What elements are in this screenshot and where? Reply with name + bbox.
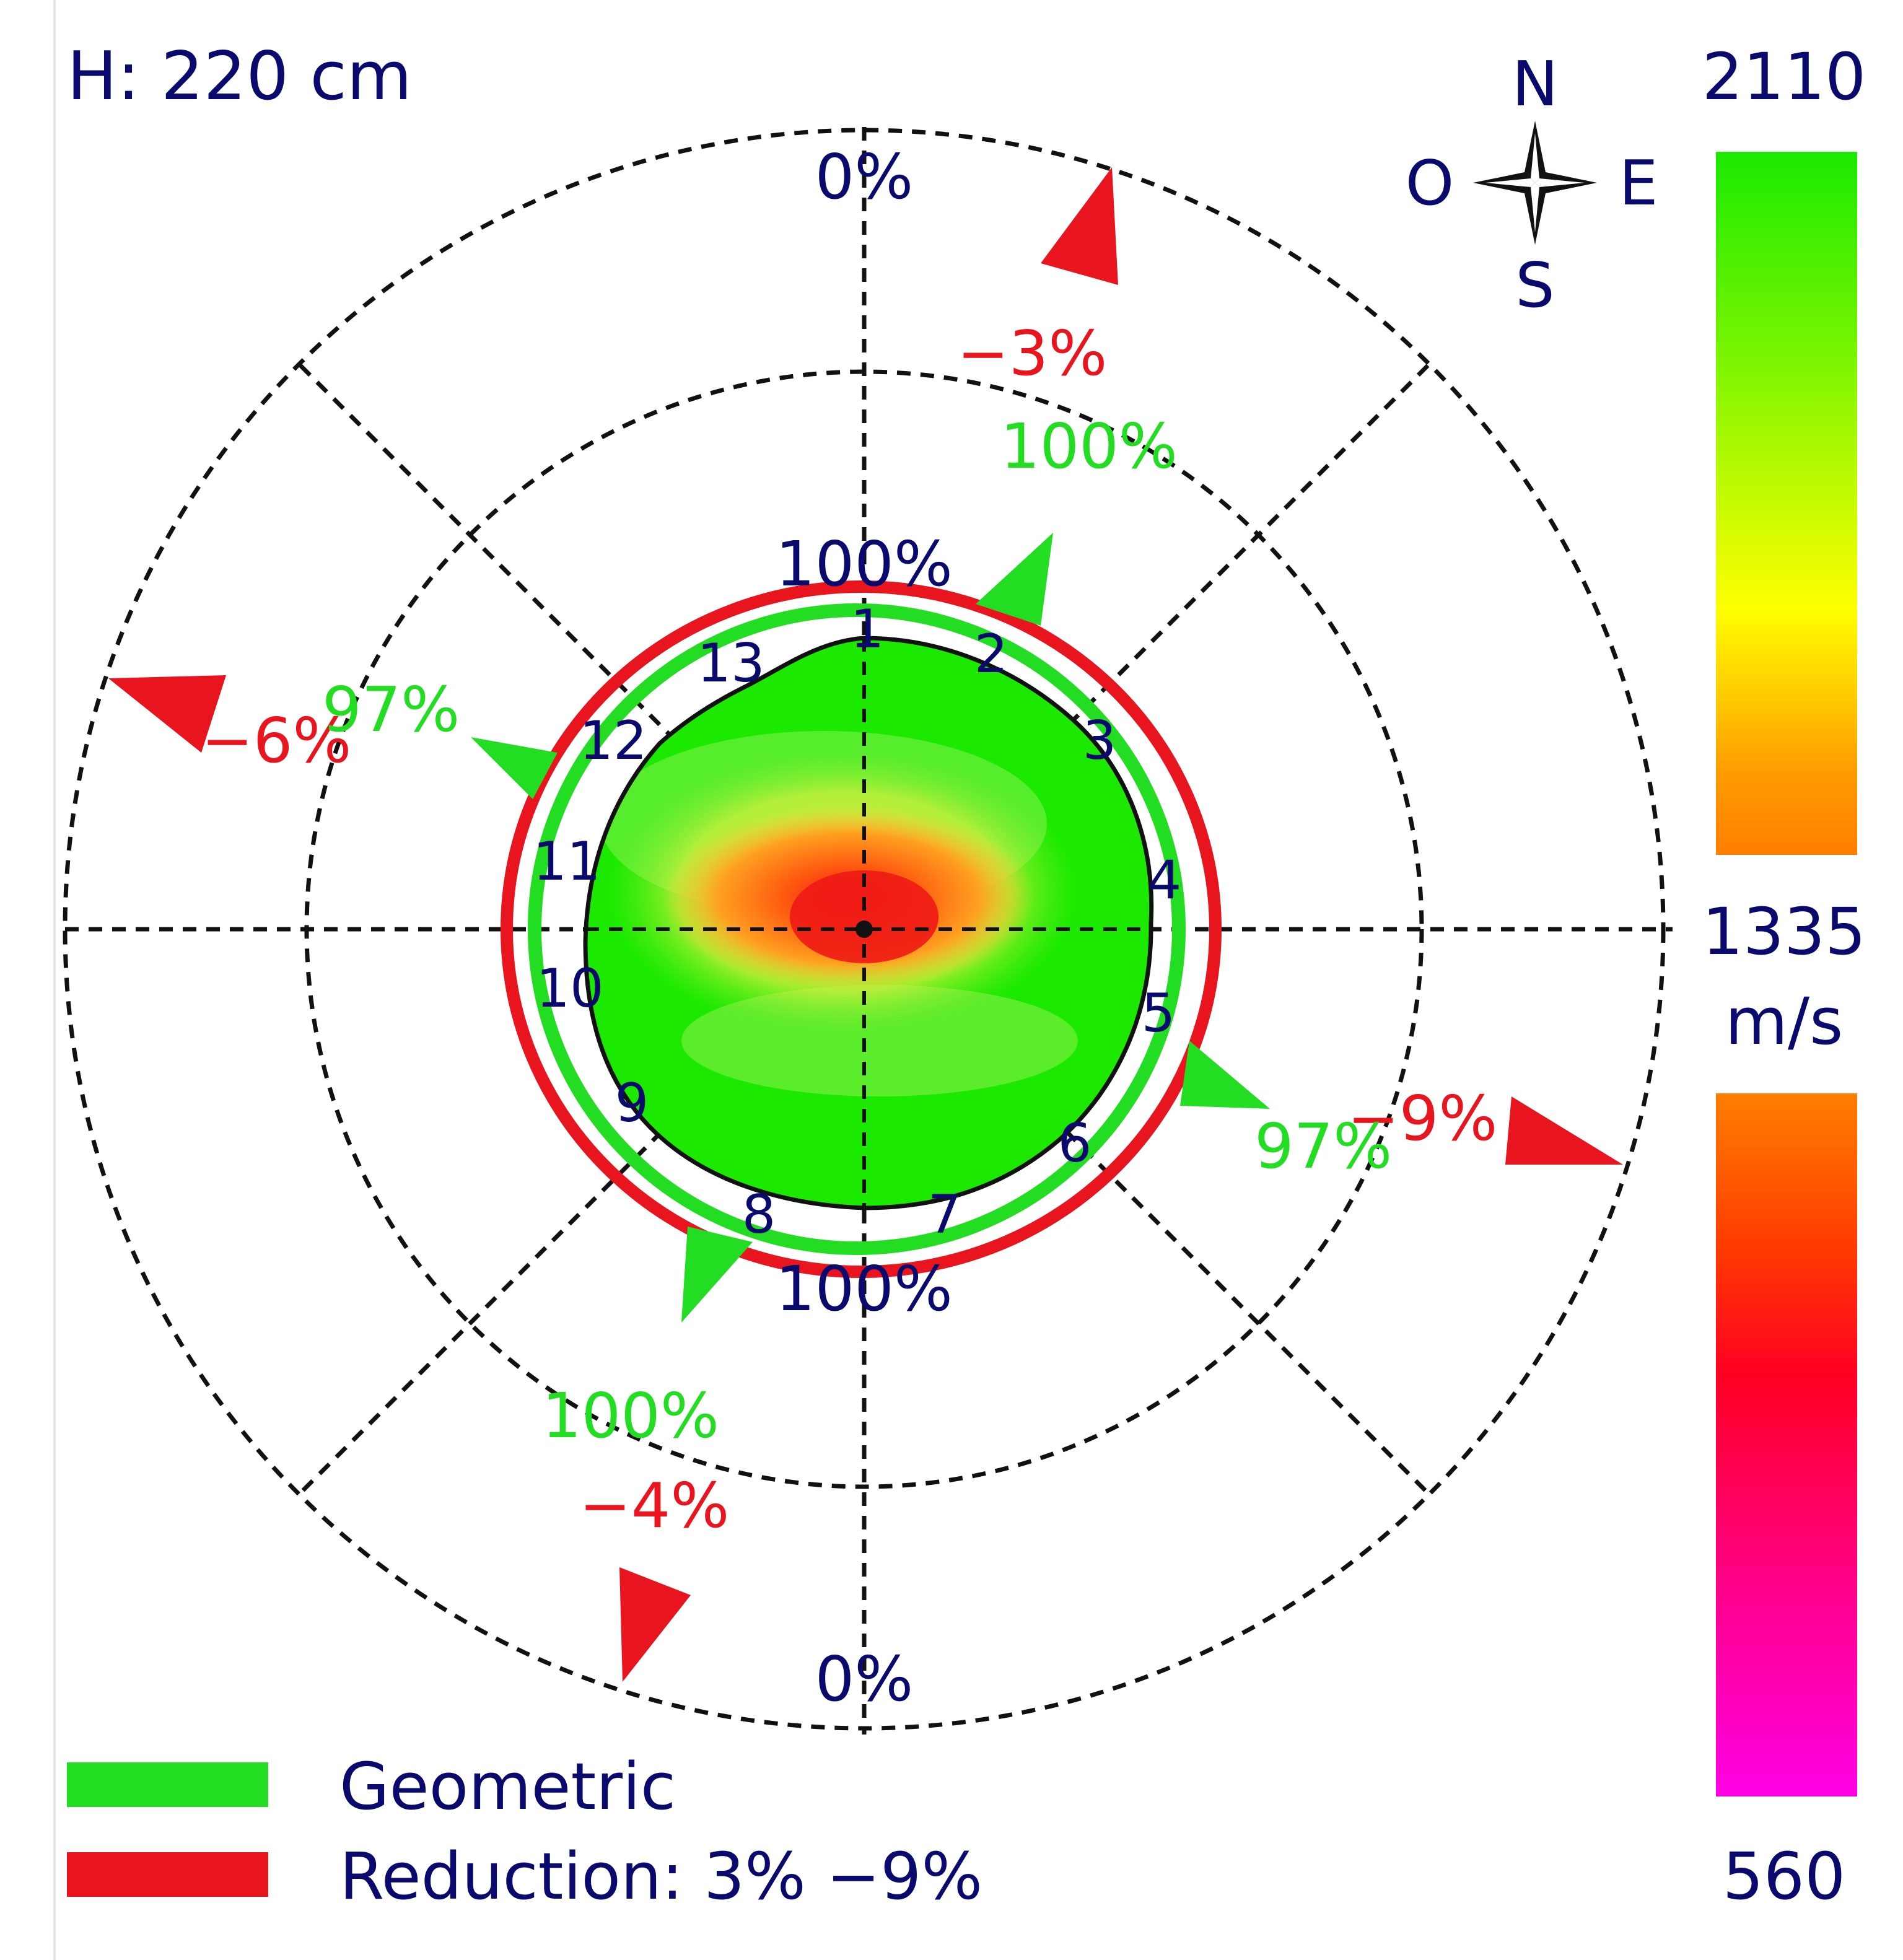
geometric-arrow-south: [681, 1227, 753, 1323]
ring-label-bottom-inner: 100%: [776, 1253, 953, 1325]
geometric-arrow-east: [1180, 1041, 1270, 1109]
compass-star-highlight: [1531, 133, 1539, 183]
sensor-label: 6: [1058, 1113, 1092, 1175]
annotation-nw-geometric: 97%: [322, 673, 460, 746]
scale-bar-upper: [1716, 152, 1857, 855]
scale-mid-label: 1335: [1702, 894, 1866, 969]
tomogram-red-core: [790, 870, 938, 963]
ring-label-bottom-outer: 0%: [815, 1643, 914, 1715]
compass-rose-icon: [1473, 121, 1597, 245]
annotation-sw-reduction: −4%: [579, 1469, 729, 1542]
scale-unit-label: m/s: [1725, 984, 1844, 1059]
reduction-arrow-west: [108, 675, 226, 753]
sensor-label: 4: [1148, 849, 1182, 911]
geometric-arrow-north: [976, 533, 1053, 626]
height-label: H: 220 cm: [67, 38, 412, 115]
sensor-label: 9: [615, 1072, 649, 1134]
reduction-arrow-south: [619, 1567, 691, 1682]
sensor-label: 2: [974, 623, 1008, 685]
grid-diagonal-nw-se: [299, 364, 1430, 1495]
geometric-arrow-west: [471, 737, 558, 799]
sensor-labels: 1 2 3 4 5 6 7 8 9 10 11 12 13: [533, 598, 1181, 1246]
geometric-contour: [528, 603, 1186, 1255]
compass-north-label: N: [1512, 48, 1559, 120]
legend-geometric-label: Geometric: [339, 1749, 676, 1824]
sensor-label: 8: [742, 1184, 776, 1246]
annotation-sw-geometric: 100%: [542, 1380, 719, 1452]
grid-diagonal-ne-sw: [299, 364, 1430, 1495]
annotation-nw-reduction: −6%: [201, 704, 351, 777]
sensor-label: 3: [1083, 710, 1117, 772]
sensor-label: 11: [533, 831, 600, 893]
legend-geometric-swatch: [67, 1762, 268, 1807]
compass-star-highlight: [1531, 183, 1539, 232]
compass-star-highlight: [1535, 178, 1585, 187]
legend: Geometric Reduction: 3% −9%: [67, 1749, 982, 1914]
scale-max-label: 2110: [1702, 39, 1866, 115]
reduction-arrow-north: [1041, 167, 1118, 285]
ring-label-top-inner: 100%: [776, 528, 953, 600]
legend-reduction-label: Reduction: 3% −9%: [339, 1839, 982, 1914]
sensor-label: 13: [697, 632, 764, 694]
compass-west-label: O: [1406, 147, 1455, 219]
sensor-label: 1: [851, 598, 885, 660]
tomogram-outline: [583, 636, 1154, 1210]
sensor-label: 7: [928, 1184, 962, 1246]
legend-reduction-swatch: [67, 1852, 268, 1897]
center-point: [855, 921, 873, 938]
sensor-label: 12: [579, 710, 647, 772]
compass-south-label: S: [1515, 249, 1554, 322]
annotation-ne-reduction: −3%: [957, 317, 1107, 390]
sensor-label: 10: [536, 958, 603, 1020]
reduction-contour: [501, 580, 1222, 1278]
sensor-label: 5: [1142, 982, 1176, 1044]
scale-min-label: 560: [1723, 1839, 1846, 1914]
annotation-se-reduction: −9%: [1347, 1082, 1497, 1155]
reduction-arrow-east: [1505, 1096, 1623, 1165]
compass-star-highlight: [1485, 178, 1535, 187]
ring-label-top-outer: 0%: [815, 141, 914, 213]
compass-east-label: E: [1619, 147, 1658, 219]
scale-bar-lower: [1716, 1093, 1857, 1796]
annotation-ne-geometric: 100%: [1000, 410, 1178, 483]
annotation-se-geometric: 97%: [1254, 1110, 1392, 1183]
